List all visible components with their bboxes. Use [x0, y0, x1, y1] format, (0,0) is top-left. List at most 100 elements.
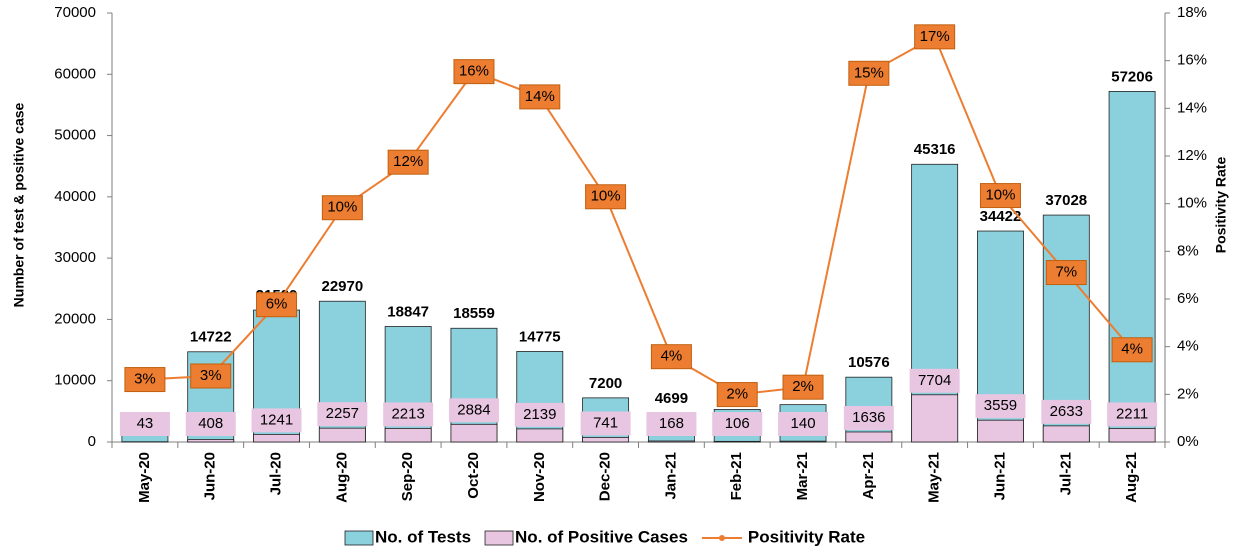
x-tick-label: Aug-21 [1123, 452, 1140, 503]
data-label: 2257 [326, 405, 359, 422]
data-label: 18559 [453, 305, 495, 322]
data-label-box [514, 402, 565, 427]
data-label-box [778, 412, 829, 436]
bar [713, 440, 761, 443]
y2-axis-title: Positivity Rate [1213, 157, 1229, 254]
x-tick-label: Oct-20 [465, 452, 482, 499]
data-label: 7% [1055, 264, 1077, 281]
x-tick-label: Jan-21 [662, 452, 679, 500]
data-label-box [448, 398, 499, 423]
data-label: 57206 [1111, 68, 1153, 85]
data-label: 37028 [1045, 192, 1087, 209]
legend-swatch [484, 530, 514, 546]
data-label-box [453, 59, 495, 85]
y2-tick-label: 18% [1177, 4, 1207, 21]
data-label: 2633 [1050, 403, 1083, 420]
data-label: 3559 [984, 397, 1017, 414]
y-tick-label: 0 [88, 433, 96, 450]
data-label-box [585, 184, 627, 210]
y2-tick-label: 6% [1177, 290, 1199, 307]
data-label: 14722 [190, 329, 232, 346]
data-label: 4% [661, 348, 683, 365]
data-label-box [975, 394, 1026, 419]
data-label: 17% [920, 28, 950, 45]
data-label-box [979, 183, 1021, 209]
x-tick-label: Sep-20 [399, 452, 416, 501]
data-label-box [251, 408, 302, 433]
data-label-box [1045, 260, 1087, 286]
legend-swatch [344, 530, 374, 546]
data-label: 14% [525, 88, 555, 105]
y-tick-label: 70000 [54, 4, 96, 21]
y-tick-label: 60000 [54, 65, 96, 82]
x-tick-label: May-21 [926, 452, 943, 503]
y-tick-label: 50000 [54, 127, 96, 144]
data-label: 10% [985, 187, 1015, 204]
data-label-box [843, 405, 894, 430]
data-label-box [119, 412, 170, 436]
x-tick-label: Jun-20 [202, 452, 219, 500]
data-label-box [712, 412, 763, 436]
data-label: 14775 [519, 328, 561, 345]
data-label: 43 [137, 415, 154, 432]
data-label: 4699 [655, 390, 688, 407]
data-label-box [190, 363, 232, 389]
y2-tick-label: 4% [1177, 338, 1199, 355]
data-label-box [914, 24, 956, 50]
data-label: 12% [393, 153, 423, 170]
bar [911, 394, 959, 443]
data-label-box [317, 402, 368, 427]
data-label-box [124, 367, 166, 393]
legend-label: Positivity Rate [748, 527, 865, 546]
data-label: 2884 [457, 401, 490, 418]
y2-tick-label: 12% [1177, 147, 1207, 164]
data-label-box [383, 402, 434, 427]
bar [1108, 428, 1156, 443]
legend-label: No. of Tests [375, 527, 471, 546]
data-label: 16% [459, 63, 489, 80]
data-label: 45316 [914, 141, 956, 158]
data-label-box [782, 374, 824, 400]
data-label: 10% [327, 199, 357, 216]
data-label: 1636 [852, 409, 885, 426]
bar [1108, 91, 1156, 443]
y2-tick-label: 0% [1177, 433, 1199, 450]
y2-tick-label: 2% [1177, 385, 1199, 402]
data-label: 22970 [321, 278, 363, 295]
bar [450, 327, 498, 443]
bar [450, 423, 498, 443]
x-tick-label: Nov-20 [531, 452, 548, 502]
legend-swatch [718, 535, 725, 541]
data-label: 2139 [523, 406, 556, 423]
data-label: 3% [134, 371, 156, 388]
x-tick-label: Aug-20 [333, 452, 350, 503]
y2-tick-label: 14% [1177, 99, 1207, 116]
y-tick-label: 10000 [54, 372, 96, 389]
x-tick-label: Jun-21 [991, 452, 1008, 500]
data-label: 106 [725, 415, 750, 432]
data-label: 18847 [387, 303, 429, 320]
x-tick-label: May-20 [136, 452, 153, 503]
x-tick-label: Apr-21 [860, 452, 877, 500]
bar [318, 427, 366, 443]
bar [384, 428, 432, 443]
data-label-box [387, 149, 429, 175]
bar [1042, 425, 1090, 443]
data-label: 741 [593, 414, 618, 431]
y2-tick-label: 8% [1177, 242, 1199, 259]
y-tick-label: 40000 [54, 188, 96, 205]
y-tick-label: 20000 [54, 310, 96, 327]
data-label-box [1041, 399, 1092, 424]
y2-tick-label: 16% [1177, 52, 1207, 69]
data-label: 10% [591, 188, 621, 205]
data-label-box [716, 382, 758, 408]
data-label-box [848, 60, 890, 86]
data-label: 168 [659, 415, 684, 432]
data-label-box [321, 195, 363, 221]
bar [582, 437, 630, 443]
data-label: 6% [266, 296, 288, 313]
data-label: 140 [791, 415, 816, 432]
y2-tick-label: 10% [1177, 195, 1207, 212]
data-label-box [1107, 402, 1158, 427]
data-label: 4% [1121, 341, 1143, 358]
